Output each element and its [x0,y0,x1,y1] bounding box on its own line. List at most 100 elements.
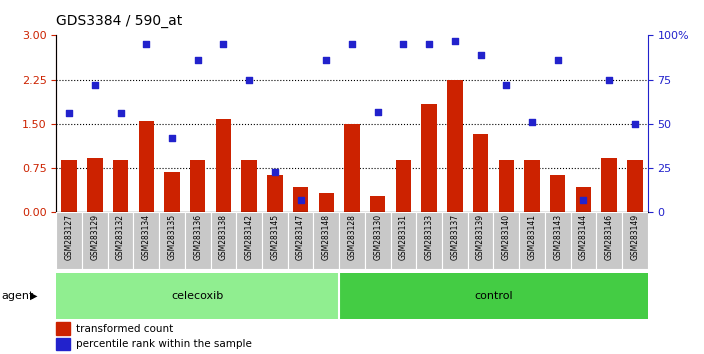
FancyBboxPatch shape [185,212,210,269]
Text: GSM283137: GSM283137 [451,214,459,260]
Bar [61,160,77,212]
Bar [370,196,385,212]
Point [603,77,615,82]
Point [449,38,460,44]
Bar [56,322,70,335]
FancyBboxPatch shape [467,212,494,269]
Point [295,197,306,203]
Bar [87,158,103,212]
Bar [241,160,257,212]
Point [578,197,589,203]
Text: GDS3384 / 590_at: GDS3384 / 590_at [56,14,182,28]
FancyBboxPatch shape [391,212,416,269]
Bar [56,338,70,350]
Bar [447,80,463,212]
FancyBboxPatch shape [365,212,391,269]
FancyBboxPatch shape [134,212,159,269]
Text: GSM283129: GSM283129 [90,214,99,260]
FancyBboxPatch shape [622,212,648,269]
Text: GSM283128: GSM283128 [348,214,356,260]
Point [269,169,280,175]
Point [244,77,255,82]
Point [89,82,101,88]
FancyBboxPatch shape [108,212,134,269]
Text: transformed count: transformed count [76,324,173,333]
Point [346,41,358,47]
Point [475,52,486,58]
FancyBboxPatch shape [519,212,545,269]
FancyBboxPatch shape [416,212,442,269]
Bar [422,104,437,212]
Text: GSM283133: GSM283133 [425,214,434,260]
FancyBboxPatch shape [82,212,108,269]
FancyBboxPatch shape [545,212,570,269]
Bar [139,121,154,212]
FancyBboxPatch shape [56,273,339,319]
Text: GSM283140: GSM283140 [502,214,511,260]
Text: GSM283134: GSM283134 [142,214,151,260]
Point [501,82,512,88]
Text: GSM283143: GSM283143 [553,214,562,260]
Text: GSM283149: GSM283149 [630,214,639,260]
Bar [293,187,308,212]
Bar [473,134,489,212]
Bar [267,175,282,212]
Text: GSM283136: GSM283136 [193,214,202,260]
Text: GSM283138: GSM283138 [219,214,228,260]
Text: GSM283146: GSM283146 [605,214,614,260]
Bar [344,124,360,212]
Point [320,57,332,63]
Text: GSM283148: GSM283148 [322,214,331,260]
Text: GSM283130: GSM283130 [373,214,382,260]
FancyBboxPatch shape [56,212,82,269]
Bar [601,158,617,212]
FancyBboxPatch shape [159,212,185,269]
FancyBboxPatch shape [494,212,519,269]
Text: celecoxib: celecoxib [172,291,224,301]
Point [218,41,229,47]
Bar [113,160,128,212]
Bar [396,160,411,212]
Text: control: control [474,291,513,301]
Bar [498,160,514,212]
Point [115,110,126,116]
FancyBboxPatch shape [339,273,648,319]
FancyBboxPatch shape [288,212,313,269]
Text: GSM283145: GSM283145 [270,214,279,260]
Point [372,109,384,114]
Point [63,110,75,116]
Text: percentile rank within the sample: percentile rank within the sample [76,339,251,349]
Bar [164,172,180,212]
Bar [215,119,231,212]
Point [629,121,641,127]
Bar [524,160,540,212]
Text: GSM283142: GSM283142 [245,214,253,260]
FancyBboxPatch shape [570,212,596,269]
Point [527,119,538,125]
FancyBboxPatch shape [313,212,339,269]
Point [398,41,409,47]
Point [552,57,563,63]
Text: GSM283131: GSM283131 [399,214,408,260]
Point [166,135,177,141]
Bar [627,160,643,212]
Text: GSM283141: GSM283141 [527,214,536,260]
Bar [576,187,591,212]
Text: ▶: ▶ [30,291,37,301]
Text: GSM283139: GSM283139 [476,214,485,260]
Text: GSM283147: GSM283147 [296,214,305,260]
Point [141,41,152,47]
Text: agent: agent [1,291,34,301]
FancyBboxPatch shape [442,212,467,269]
Point [192,57,203,63]
FancyBboxPatch shape [596,212,622,269]
FancyBboxPatch shape [262,212,288,269]
FancyBboxPatch shape [339,212,365,269]
Bar [190,160,206,212]
Text: GSM283132: GSM283132 [116,214,125,260]
Text: GSM283135: GSM283135 [168,214,177,260]
Point [424,41,435,47]
FancyBboxPatch shape [237,212,262,269]
Text: GSM283127: GSM283127 [65,214,74,260]
Text: GSM283144: GSM283144 [579,214,588,260]
